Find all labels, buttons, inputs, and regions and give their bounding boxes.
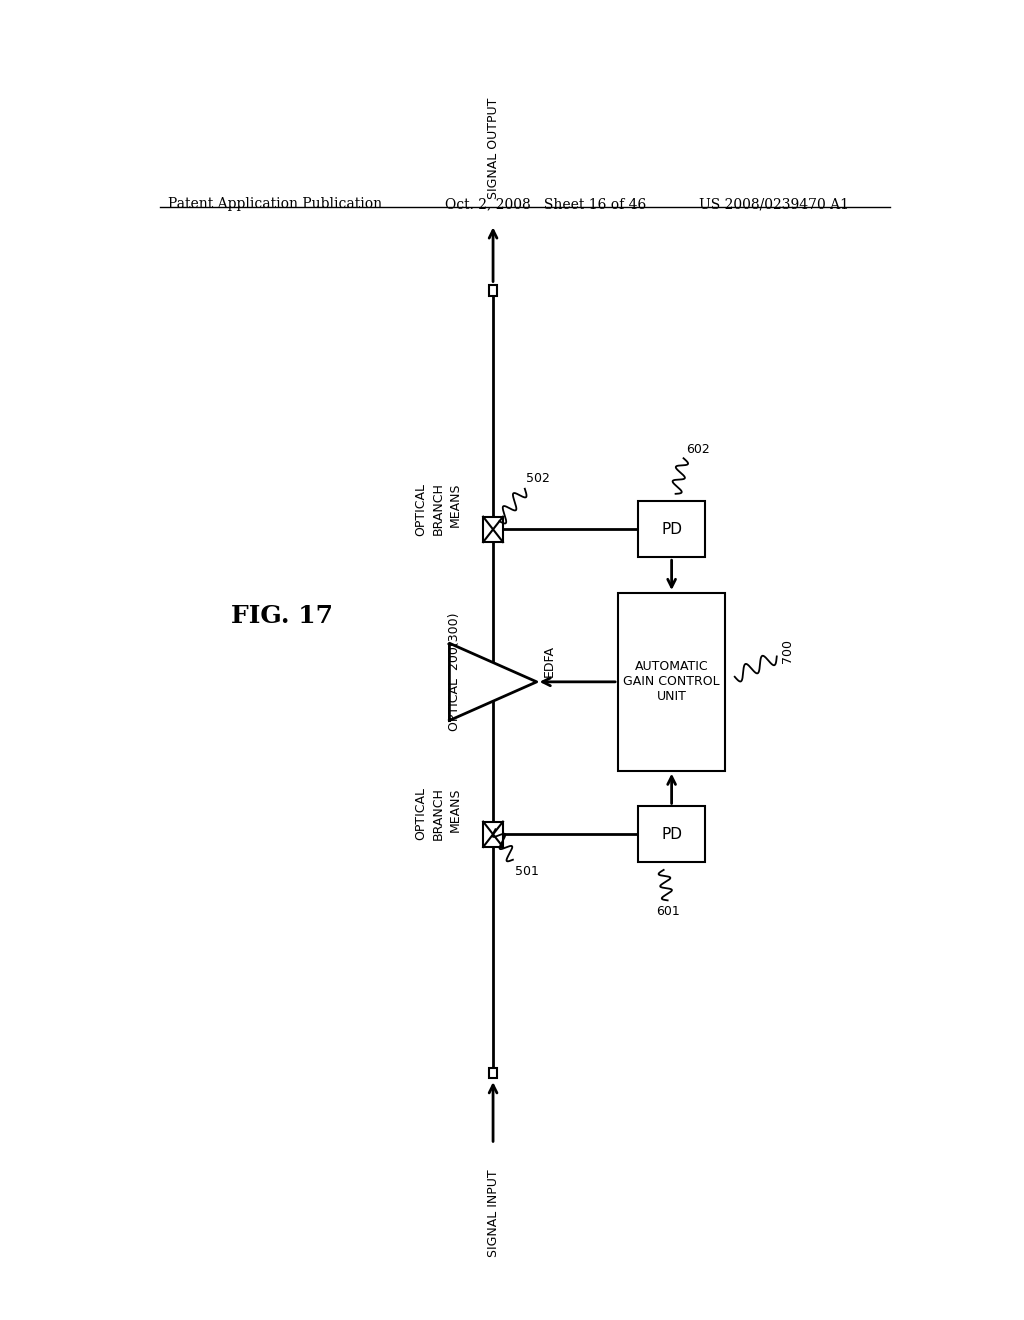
Text: OPTICAL
BRANCH
MEANS: OPTICAL BRANCH MEANS: [415, 483, 462, 536]
Bar: [483, 516, 503, 543]
Bar: [638, 502, 706, 557]
Text: SIGNAL OUTPUT: SIGNAL OUTPUT: [486, 98, 500, 199]
Text: AUTOMATIC
GAIN CONTROL
UNIT: AUTOMATIC GAIN CONTROL UNIT: [624, 660, 720, 704]
Text: 602: 602: [686, 444, 710, 457]
Bar: [638, 807, 706, 862]
Bar: [483, 821, 503, 847]
Text: 501: 501: [515, 865, 540, 878]
Text: 502: 502: [526, 471, 550, 484]
Text: OPTICAL
BRANCH
MEANS: OPTICAL BRANCH MEANS: [415, 788, 462, 841]
Polygon shape: [450, 643, 537, 721]
Bar: [489, 285, 497, 296]
Text: SIGNAL INPUT: SIGNAL INPUT: [486, 1170, 500, 1258]
Text: US 2008/0239470 A1: US 2008/0239470 A1: [699, 197, 849, 211]
Text: PD: PD: [662, 521, 682, 537]
Text: PD: PD: [662, 826, 682, 842]
Text: EDFA: EDFA: [543, 644, 556, 677]
Bar: [618, 593, 725, 771]
Text: 601: 601: [655, 906, 680, 919]
Bar: [489, 1068, 497, 1078]
Text: OPTICAL  200(300): OPTICAL 200(300): [449, 612, 462, 731]
Text: Oct. 2, 2008   Sheet 16 of 46: Oct. 2, 2008 Sheet 16 of 46: [445, 197, 647, 211]
Text: Patent Application Publication: Patent Application Publication: [168, 197, 382, 211]
Text: 700: 700: [780, 639, 794, 664]
Text: FIG. 17: FIG. 17: [231, 603, 333, 628]
